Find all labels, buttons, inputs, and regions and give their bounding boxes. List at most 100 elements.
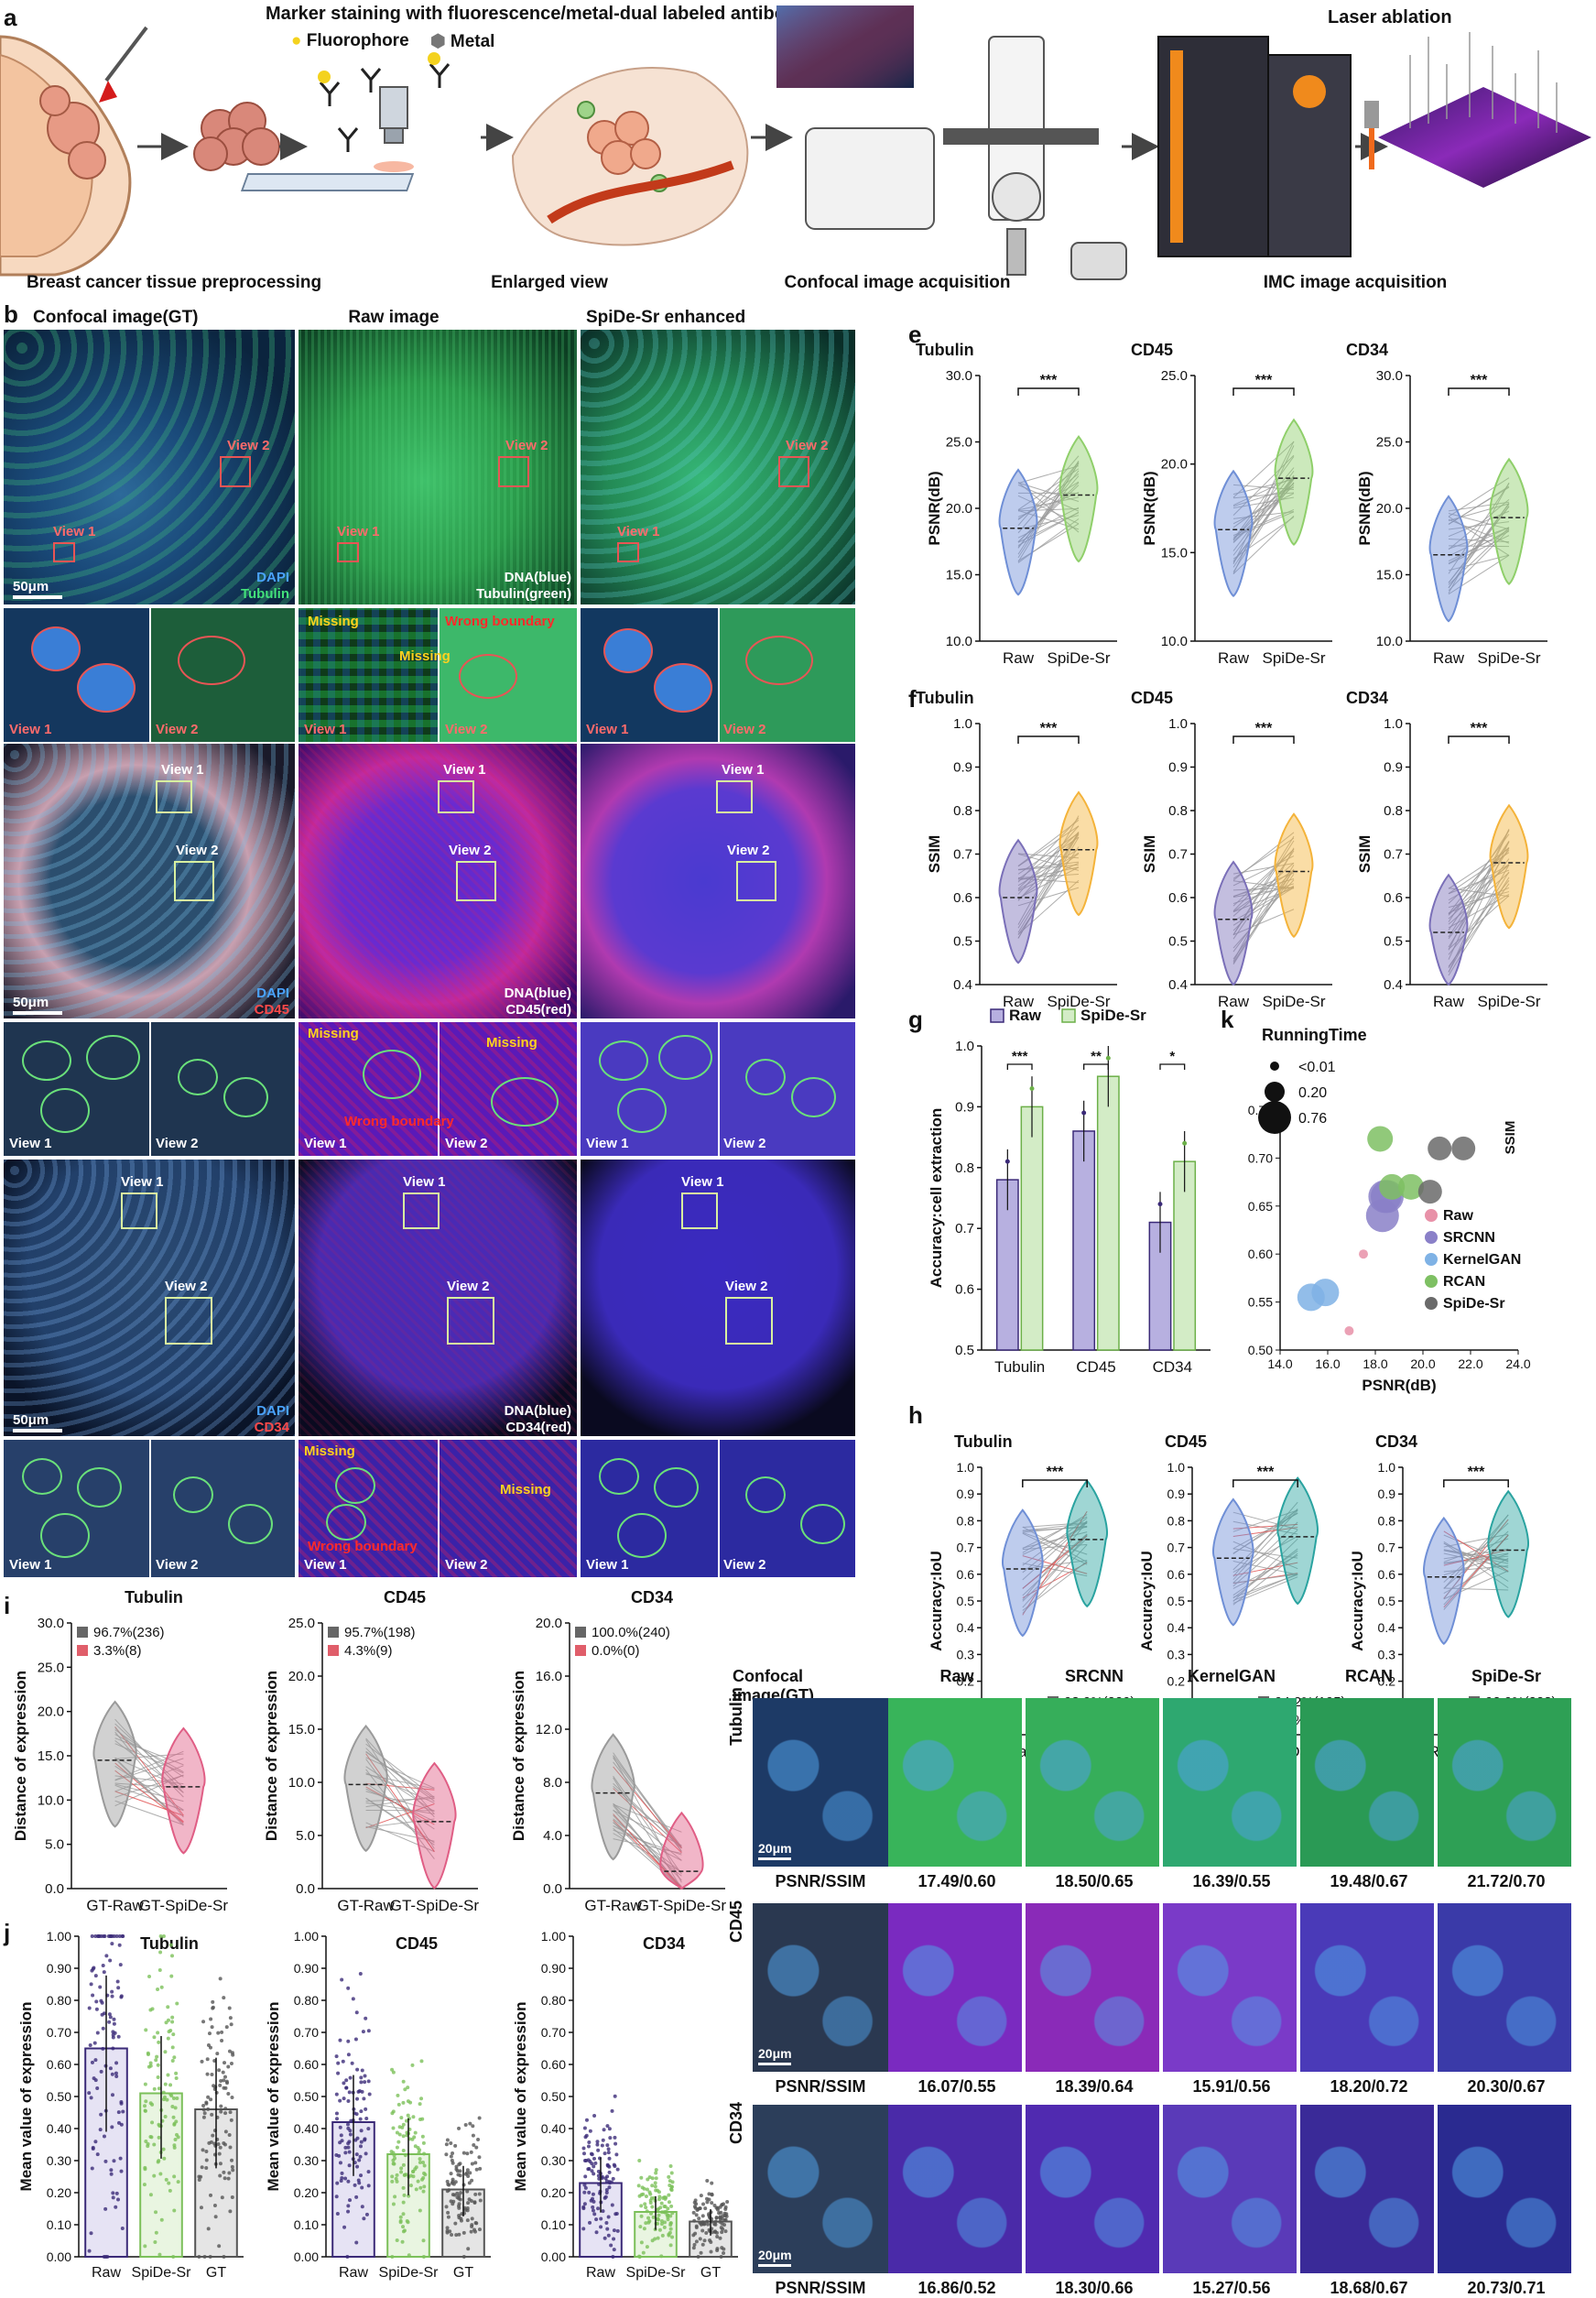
data-dot: [88, 2249, 92, 2253]
y-tick-label: 0.90: [47, 1961, 71, 1976]
data-dot: [171, 2045, 175, 2049]
data-dot: [605, 2227, 609, 2231]
data-dot: [111, 2073, 114, 2076]
data-dot: [103, 2160, 107, 2163]
data-dot: [359, 2173, 363, 2177]
data-dot: [99, 2128, 103, 2131]
data-dot: [472, 2228, 476, 2232]
data-dot: [351, 2062, 354, 2065]
data-dot: [710, 2182, 713, 2185]
data-dot: [220, 2039, 223, 2042]
size-legend-label: 0.76: [1298, 1111, 1327, 1127]
data-dot: [334, 2153, 338, 2157]
data-dot: [447, 2216, 451, 2219]
legend-swatch-spidesr: [1062, 1009, 1075, 1022]
data-dot: [157, 2159, 160, 2162]
data-dot: [342, 2060, 345, 2064]
data-dot: [348, 2163, 352, 2167]
psnr-ssim-value: 16.39/0.55: [1163, 1872, 1300, 1891]
data-dot: [703, 2238, 707, 2242]
y-tick-label: 0.70: [541, 2025, 566, 2040]
data-dot: [110, 1942, 114, 1945]
significance-bracket: [1233, 736, 1294, 744]
y-tick-label: 0.6: [1378, 1567, 1396, 1582]
data-dot: [668, 2200, 671, 2204]
data-dot: [639, 2204, 643, 2207]
data-dot: [444, 2152, 448, 2156]
psnr-ssim-value: 19.48/0.67: [1300, 1872, 1438, 1891]
data-dot: [219, 2146, 223, 2150]
data-dot: [473, 2193, 477, 2196]
y-tick-label: 25.0: [1161, 368, 1188, 384]
data-dot: [605, 2143, 609, 2147]
data-dot: [695, 2239, 699, 2243]
y-tick-label: 0.4: [957, 1620, 975, 1635]
data-dot: [366, 2127, 370, 2130]
significance-bracket: [1018, 388, 1079, 396]
data-dot: [88, 2007, 92, 2010]
data-dot: [357, 2178, 361, 2182]
data-dot: [390, 2180, 394, 2184]
data-dot: [451, 2159, 454, 2162]
data-dot: [163, 2050, 167, 2053]
data-dot: [154, 2210, 157, 2214]
significance-bracket: [1444, 1480, 1508, 1487]
data-dot: [143, 2167, 147, 2171]
data-dot: [346, 2204, 350, 2207]
data-dot: [462, 2151, 466, 2155]
method-image-spidesr: [1438, 1698, 1571, 1867]
data-dot: [152, 2174, 156, 2178]
data-dot: [446, 2211, 450, 2215]
data-dot: [102, 1964, 105, 1967]
data-dot: [198, 2178, 201, 2182]
y-tick-label: 4.0: [543, 1828, 562, 1844]
data-dot: [96, 2152, 100, 2156]
data-dot: [661, 2234, 665, 2238]
data-dot: [595, 2140, 599, 2143]
y-tick-label: 0.10: [47, 2217, 71, 2232]
data-dot: [611, 2109, 614, 2113]
method-image-rcan: [1300, 1903, 1434, 2072]
data-dot: [608, 2136, 612, 2140]
method-image-srcnn: [1026, 2105, 1159, 2273]
data-dot: [340, 2176, 343, 2180]
data-dot: [608, 2157, 612, 2161]
data-dot: [364, 2107, 367, 2111]
data-dot: [223, 2061, 226, 2064]
data-dot: [402, 2194, 406, 2197]
data-dot: [89, 2043, 92, 2047]
data-dot: [206, 2057, 210, 2061]
y-axis-label: SSIM: [1503, 1121, 1518, 1155]
data-dot: [597, 2173, 601, 2177]
y-tick-label: 0.8: [955, 1160, 974, 1176]
significance-bracket: [1084, 1064, 1109, 1070]
data-dot: [114, 2061, 118, 2064]
significance-stars: ***: [1047, 1465, 1064, 1480]
data-dot: [157, 2064, 160, 2067]
y-axis-label: PSNR(dB): [1356, 471, 1373, 545]
data-dot: [359, 2109, 363, 2113]
data-dot: [216, 2031, 220, 2035]
data-dot: [160, 2218, 164, 2222]
data-dot: [613, 2228, 616, 2232]
data-dot: [171, 2255, 175, 2259]
x-category-label: Raw: [1218, 649, 1250, 667]
data-dot: [595, 2230, 599, 2234]
chart-title: CD34: [1375, 1432, 1417, 1451]
stat-swatch-red: [328, 1645, 339, 1656]
data-dot: [166, 2005, 169, 2009]
data-dot: [666, 2206, 669, 2210]
y-tick-label: 0.4: [953, 977, 972, 993]
data-dot: [206, 2107, 210, 2111]
violin-spidesr: [1067, 1481, 1107, 1606]
data-dot: [646, 2209, 649, 2213]
data-dot: [201, 2148, 205, 2151]
data-dot: [650, 2184, 654, 2187]
data-dot: [613, 2248, 616, 2251]
y-axis-label: SSIM: [926, 835, 943, 874]
data-dot: [417, 2146, 420, 2150]
data-dot: [457, 2233, 461, 2237]
data-dot: [114, 2205, 117, 2209]
